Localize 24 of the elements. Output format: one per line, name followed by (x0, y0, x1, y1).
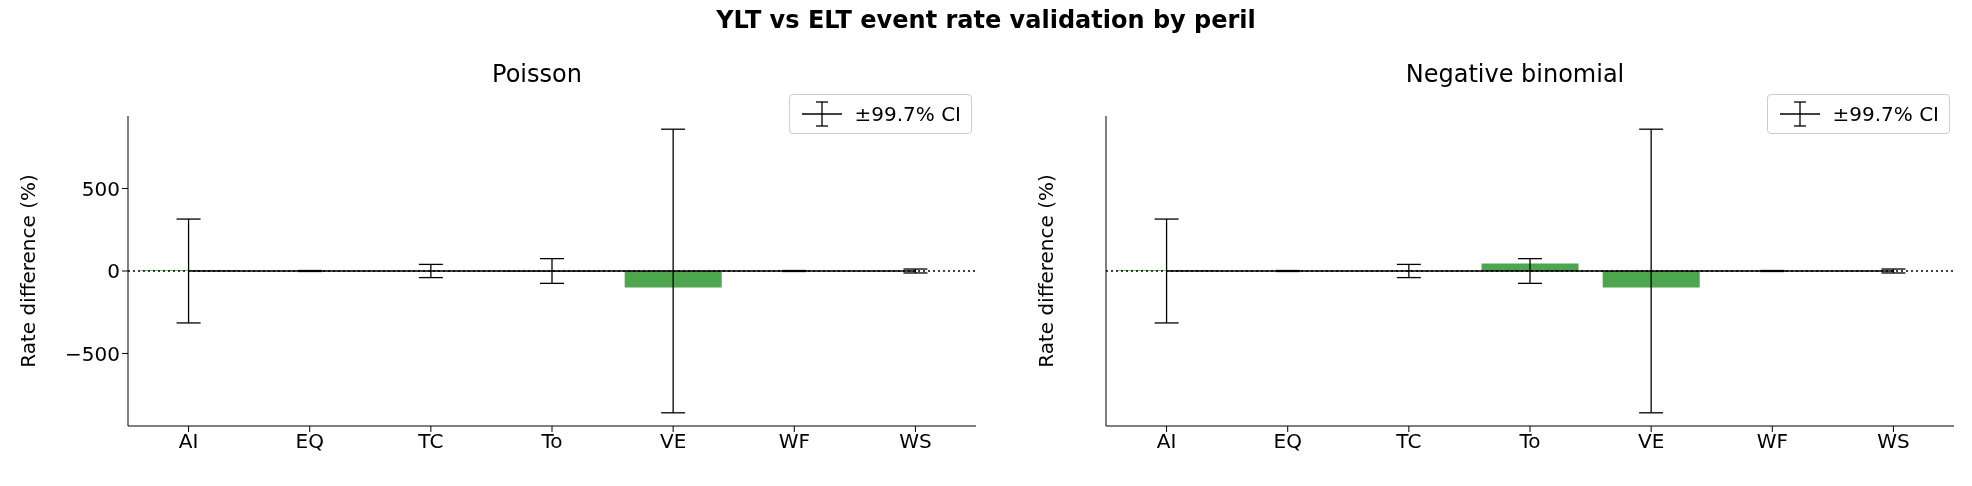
x-tick-label: VE (1637, 429, 1665, 454)
x-tick-label: TC (417, 429, 444, 454)
chart-title: YLT vs ELT event rate validation by peril (715, 6, 1257, 34)
x-tick-label: TC (1395, 429, 1422, 454)
x-tick-label: WF (778, 429, 810, 454)
y-axis-title: Rate difference (%) (16, 174, 41, 368)
y-tick-label: 500 (81, 176, 120, 201)
x-tick-label: To (540, 429, 563, 454)
x-tick-label: WS (899, 429, 932, 454)
legend-label: ±99.7% CI (854, 102, 961, 126)
y-axis-title: Rate difference (%) (1034, 174, 1059, 368)
x-tick-label: EQ (1273, 429, 1302, 454)
x-tick-label: To (1518, 429, 1541, 454)
chart-subtitle: Poisson (492, 60, 582, 88)
x-tick-label: VE (659, 429, 687, 454)
x-tick-label: WF (1756, 429, 1788, 454)
y-tick-label: −500 (65, 341, 120, 366)
x-tick-label: AI (178, 429, 199, 454)
chart-subtitle: Negative binomial (1405, 60, 1625, 88)
legend-label: ±99.7% CI (1832, 102, 1939, 126)
x-tick-label: EQ (295, 429, 324, 454)
x-tick-label: AI (1156, 429, 1177, 454)
x-tick-label: WS (1877, 429, 1910, 454)
y-tick-label: 0 (107, 259, 120, 284)
